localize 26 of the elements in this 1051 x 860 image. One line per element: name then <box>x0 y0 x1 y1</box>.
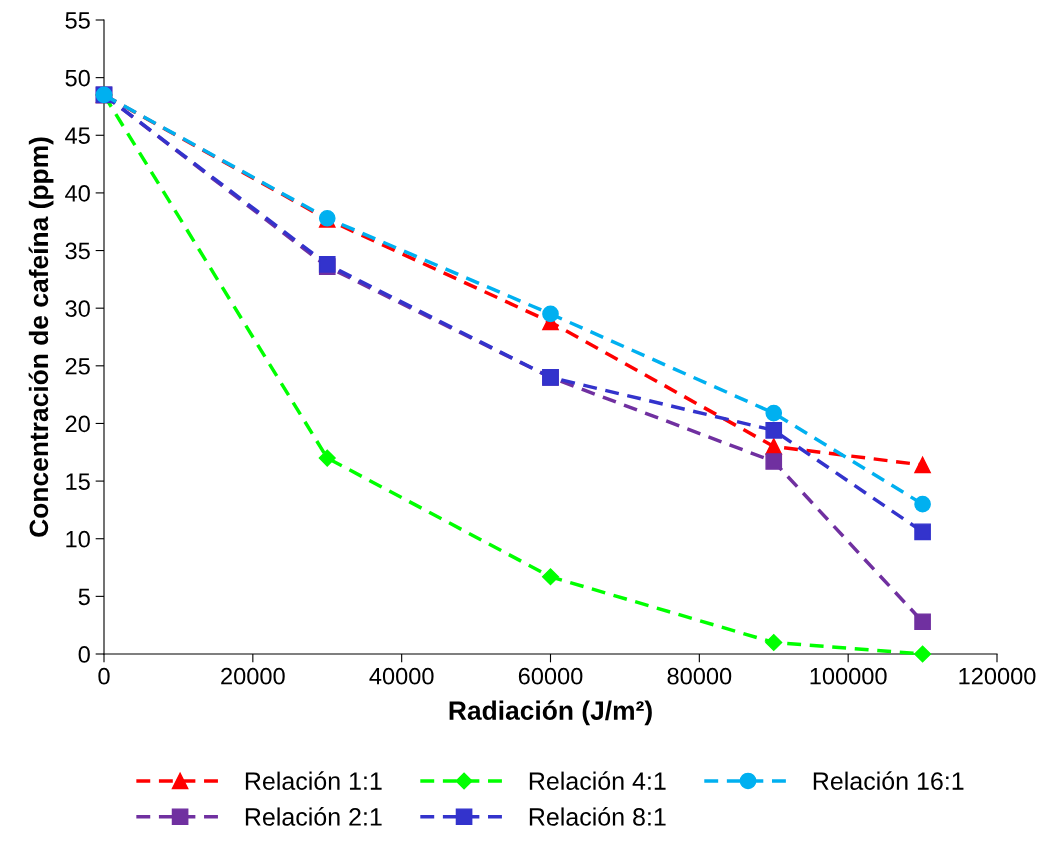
x-tick-label: 0 <box>98 667 110 685</box>
x-tick-label: 80000 <box>667 667 732 685</box>
y-tick-label: 5 <box>78 588 90 606</box>
y-axis-title: Concentración de cafeína (ppm) <box>28 137 54 537</box>
legend-label: Relación 2:1 <box>245 807 382 826</box>
legend-label: Relación 16:1 <box>813 771 964 790</box>
x-tick-label: 20000 <box>221 667 285 685</box>
y-tick-label: 15 <box>66 473 90 490</box>
y-tick-label: 40 <box>65 184 90 202</box>
x-tick-label: 100000 <box>810 667 887 685</box>
y-tick-label: 0 <box>78 646 90 663</box>
legend-label: Relación 8:1 <box>529 807 666 826</box>
y-tick-label: 45 <box>65 127 90 145</box>
y-tick-label: 55 <box>65 12 90 29</box>
legend-label: Relación 1:1 <box>245 771 382 790</box>
y-tick-label: 20 <box>65 415 90 433</box>
x-tick-label: 40000 <box>369 667 434 685</box>
x-tick-label: 120000 <box>959 667 1036 685</box>
y-tick-label: 50 <box>65 69 90 87</box>
y-tick-label: 30 <box>65 300 90 317</box>
y-tick-label: 10 <box>66 530 90 548</box>
x-tick-label: 60000 <box>518 667 583 685</box>
legend-label: Relación 4:1 <box>529 771 666 790</box>
y-tick-label: 25 <box>65 357 90 375</box>
x-axis-title: Radiación (J/m²) <box>449 700 652 726</box>
y-tick-label: 35 <box>65 242 90 260</box>
